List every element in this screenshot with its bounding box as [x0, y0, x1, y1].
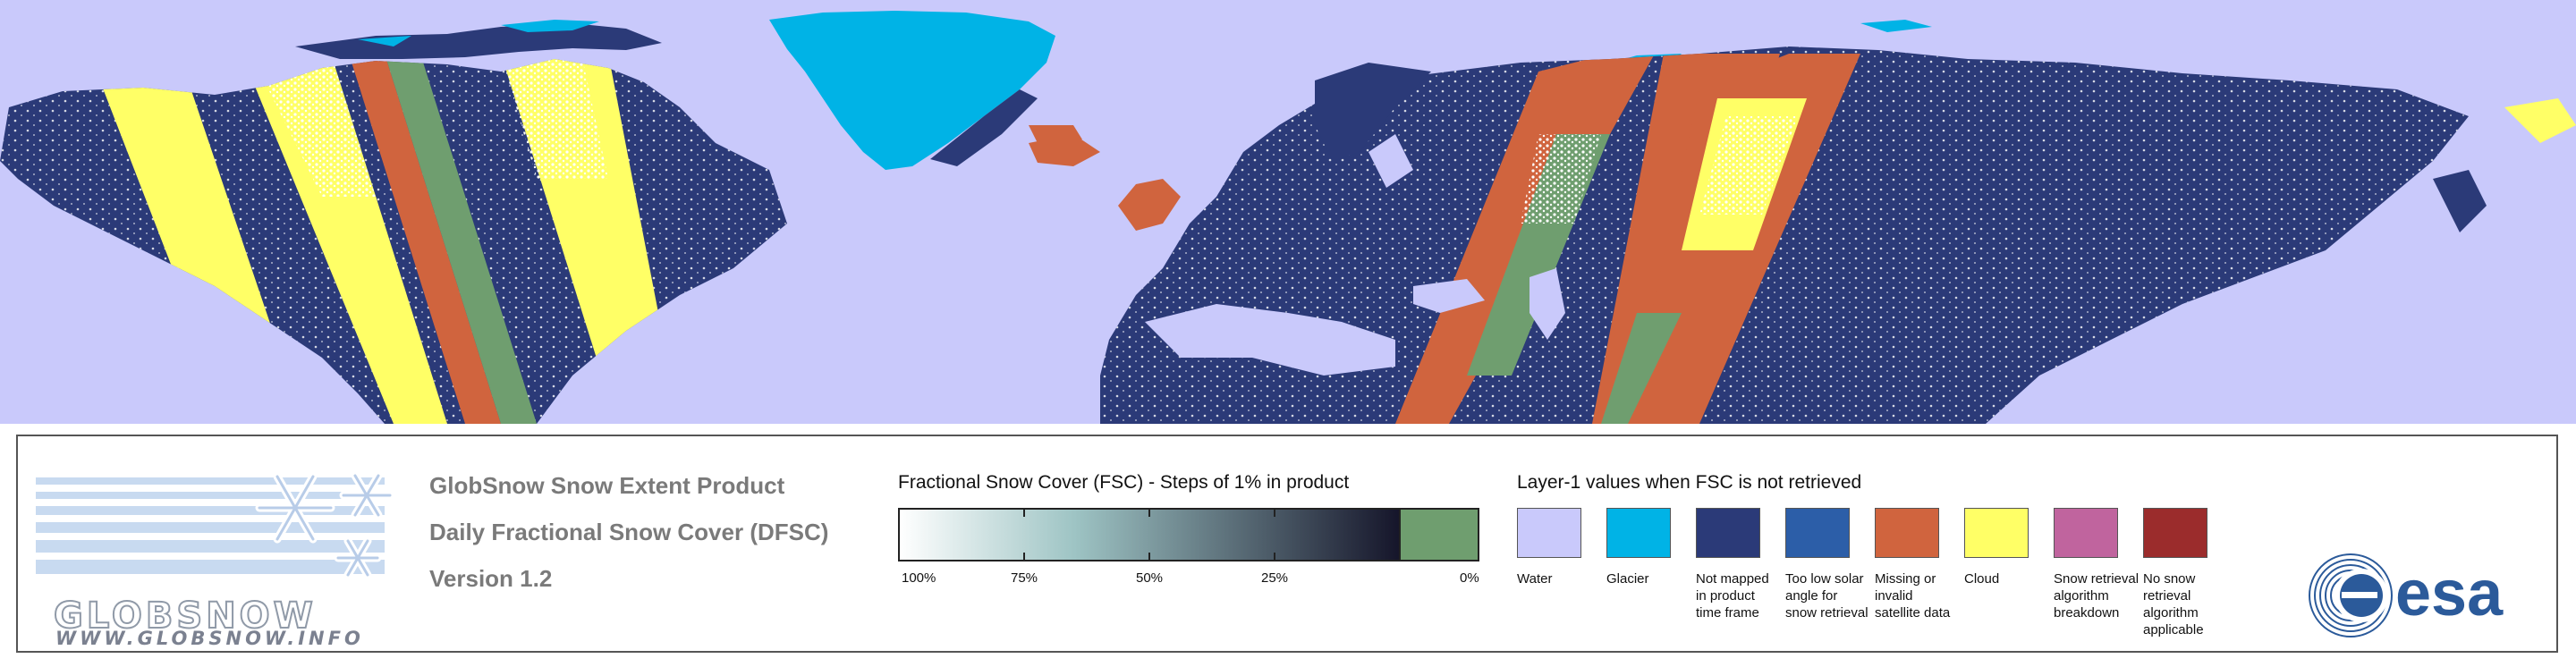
- legend-swatch-1: [1517, 508, 1581, 558]
- legend-label-5: Missing or invalid satellite data: [1875, 571, 1951, 621]
- fsc-legend-title: Fractional Snow Cover (FSC) - Steps of 1…: [898, 472, 1350, 493]
- product-subtitle: Daily Fractional Snow Cover (DFSC): [429, 519, 829, 545]
- esa-logo: esa: [2309, 553, 2504, 637]
- esa-wordmark: esa: [2395, 558, 2504, 629]
- legend-swatch-6: [1964, 508, 2029, 558]
- legend-label-1: Water: [1517, 571, 1553, 587]
- snowflake-stripes-icon: [36, 471, 394, 579]
- globsnow-url: WWW.GLOBSNOW.INFO: [55, 628, 364, 649]
- fsc-tick-50: 50%: [1136, 570, 1164, 586]
- legend-panel: GLOBSNOW WWW.GLOBSNOW.INFO GlobSnow Snow…: [16, 435, 2558, 653]
- snow-cover-map: [0, 0, 2576, 424]
- legend-label-4: Too low solar angle for snow retrieval: [1785, 571, 1868, 621]
- product-version: Version 1.2: [429, 565, 553, 592]
- legend-swatch-3: [1696, 508, 1760, 558]
- legend-swatch-5: [1875, 508, 1939, 558]
- fsc-tick-0: 0%: [1460, 570, 1479, 586]
- globsnow-wordmark: GLOBSNOW: [53, 595, 317, 637]
- legend-swatch-8: [2143, 508, 2207, 558]
- fsc-tick-25: 25%: [1261, 570, 1289, 586]
- layer1-legend-title: Layer-1 values when FSC is not retrieved: [1517, 472, 1862, 493]
- legend-label-7: Snow retrieval algorithm breakdown: [2054, 571, 2140, 621]
- product-title: GlobSnow Snow Extent Product: [429, 472, 785, 499]
- fsc-tick-100: 100%: [902, 570, 936, 586]
- legend-swatch-7: [2054, 508, 2118, 558]
- legend-label-3: Not mapped in product time frame: [1696, 571, 1769, 621]
- legend-swatch-4: [1785, 508, 1850, 558]
- legend-label-8: No snow retrieval algorithm applicable: [2143, 571, 2204, 637]
- esa-globe-icon: [2309, 553, 2393, 637]
- legend-label-6: Cloud: [1964, 571, 2000, 587]
- globsnow-logo: GLOBSNOW WWW.GLOBSNOW.INFO: [36, 452, 411, 649]
- fsc-tick-75: 75%: [1011, 570, 1038, 586]
- legend-label-2: Glacier: [1606, 571, 1649, 587]
- greenland-glacier: [769, 11, 1055, 170]
- legend-swatch-2: [1606, 508, 1671, 558]
- fsc-color-bar: [898, 508, 1479, 561]
